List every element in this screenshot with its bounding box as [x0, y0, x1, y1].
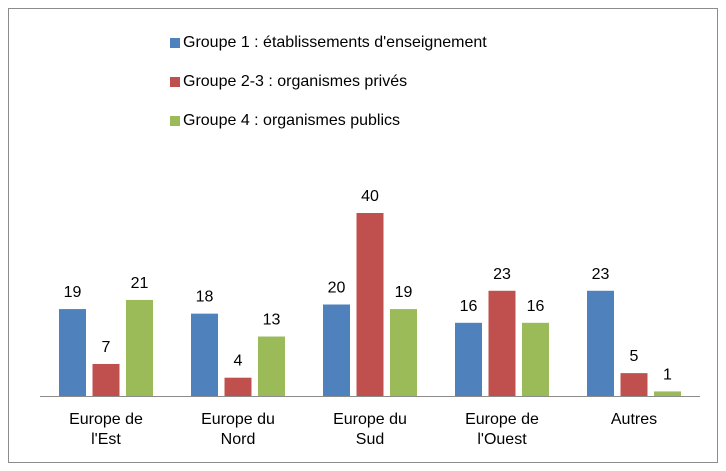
- bar: [191, 313, 218, 396]
- bar: [587, 290, 614, 396]
- value-label: 23: [493, 266, 511, 283]
- value-label: 1: [663, 366, 672, 383]
- bar: [356, 213, 384, 396]
- legend-label: Groupe 4 : organismes publics: [183, 112, 400, 129]
- legend-entry: Groupe 2-3 : organismes privés: [170, 73, 407, 91]
- bar: [390, 309, 417, 396]
- value-label: 23: [592, 266, 610, 283]
- bar: [59, 309, 86, 396]
- legend-swatch: [170, 77, 180, 87]
- x-tick-label: Europe du Sud: [333, 411, 407, 448]
- bar: [488, 290, 516, 396]
- bar: [323, 304, 350, 396]
- value-label: 18: [196, 289, 214, 306]
- legend-label: Groupe 1 : établissements d'enseignement: [183, 34, 487, 51]
- value-label: 5: [630, 348, 639, 365]
- value-label: 16: [460, 298, 478, 315]
- value-label: 20: [328, 280, 346, 297]
- value-label: 40: [361, 188, 379, 205]
- value-label: 4: [234, 353, 243, 370]
- value-label: 7: [102, 339, 111, 356]
- bar: [126, 299, 153, 396]
- legend-entry: Groupe 1 : établissements d'enseignement: [170, 34, 487, 52]
- x-tick-label: Europe de l'Est: [69, 411, 143, 448]
- legend-swatch: [170, 38, 180, 48]
- legend-label: Groupe 2-3 : organismes privés: [183, 73, 408, 90]
- legend-swatch: [170, 116, 180, 126]
- bar: [224, 377, 252, 396]
- x-tick-label: Autres: [610, 411, 658, 428]
- value-label: 13: [263, 312, 281, 329]
- bar: [455, 322, 482, 396]
- x-tick-label: Europe du Nord: [201, 411, 275, 448]
- legend-entry: Groupe 4 : organismes publics: [170, 112, 400, 130]
- bar: [620, 373, 648, 396]
- bar: [258, 336, 285, 396]
- bar: [522, 322, 549, 396]
- bar: [92, 363, 120, 396]
- value-label: 16: [527, 298, 545, 315]
- x-tick-label: Europe de l'Ouest: [465, 411, 539, 448]
- value-label: 19: [395, 284, 413, 301]
- value-label: 21: [131, 275, 149, 292]
- bar: [654, 391, 681, 396]
- value-label: 19: [64, 284, 82, 301]
